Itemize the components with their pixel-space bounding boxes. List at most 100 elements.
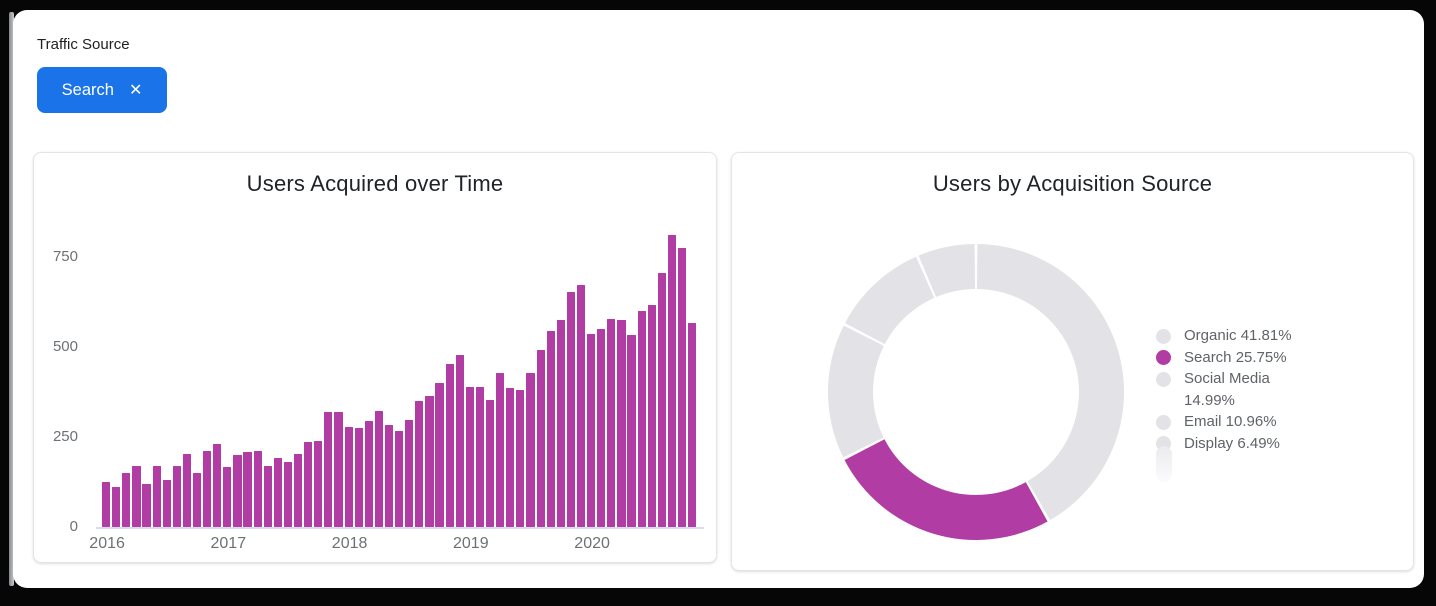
bar-month-0[interactable] xyxy=(102,481,111,527)
chip-remove-icon[interactable]: ✕ xyxy=(128,81,143,99)
bar-month-22[interactable] xyxy=(324,412,333,527)
bar-month-31[interactable] xyxy=(415,400,424,527)
bar-month-9[interactable] xyxy=(192,473,202,527)
bar-month-53[interactable] xyxy=(637,311,646,527)
donut-chart xyxy=(827,244,1125,541)
bar-month-7[interactable] xyxy=(172,465,181,527)
left-edge-scroll-strip xyxy=(9,12,14,586)
bar-month-45[interactable] xyxy=(556,319,565,527)
legend-item-search: Search 25.75% xyxy=(1156,347,1316,369)
legend-dot-icon xyxy=(1156,328,1171,344)
bar-month-47[interactable] xyxy=(576,285,586,527)
bar-month-55[interactable] xyxy=(657,272,666,527)
bar-month-6[interactable] xyxy=(162,479,171,527)
x-tick-label: 2016 xyxy=(89,535,125,552)
legend-item-label: Social Media 14.99% xyxy=(1184,370,1270,409)
bar-month-30[interactable] xyxy=(405,420,414,527)
y-tick-label: 750 xyxy=(52,248,78,265)
donut-slice-email[interactable] xyxy=(845,256,935,345)
bar-month-18[interactable] xyxy=(283,461,293,527)
y-tick-label: 500 xyxy=(52,338,78,355)
y-tick-label: 250 xyxy=(52,428,78,445)
bar-month-23[interactable] xyxy=(334,412,343,527)
bar-month-4[interactable] xyxy=(142,484,151,527)
x-tick-label: 2017 xyxy=(210,535,247,552)
bar-month-16[interactable] xyxy=(263,466,272,527)
bar-chart-plot xyxy=(102,232,702,527)
content-panel: Traffic Source Search ✕ Users Acquired o… xyxy=(13,10,1424,588)
bar-month-52[interactable] xyxy=(627,334,636,527)
bar-month-54[interactable] xyxy=(647,304,656,527)
bar-month-20[interactable] xyxy=(304,442,313,527)
bar-month-10[interactable] xyxy=(203,451,212,527)
legend-item-label: Organic 41.81% xyxy=(1184,327,1292,344)
bar-month-39[interactable] xyxy=(496,373,505,527)
bar-month-56[interactable] xyxy=(667,235,677,527)
x-tick-label: 2019 xyxy=(453,535,489,552)
bar-month-24[interactable] xyxy=(344,426,353,527)
bar-month-38[interactable] xyxy=(485,399,495,527)
donut-slice-social-media[interactable] xyxy=(827,325,884,458)
bar-month-42[interactable] xyxy=(526,373,535,527)
traffic-source-filter-chip[interactable]: Search ✕ xyxy=(37,67,167,113)
bar-month-19[interactable] xyxy=(294,453,303,527)
bar-month-41[interactable] xyxy=(516,389,525,527)
donut-slice-organic[interactable] xyxy=(976,244,1125,521)
bar-month-34[interactable] xyxy=(445,363,454,527)
donut-slice-search[interactable] xyxy=(844,439,1048,541)
bar-month-25[interactable] xyxy=(354,428,363,527)
bar-month-50[interactable] xyxy=(607,318,616,527)
legend-item-label: Display 6.49% xyxy=(1184,434,1280,452)
donut-chart-card: Users by Acquisition Source Organic 41.8… xyxy=(731,152,1414,571)
legend-item-label: Email 10.96% xyxy=(1184,413,1277,430)
bar-month-46[interactable] xyxy=(566,291,576,527)
bar-month-11[interactable] xyxy=(213,443,222,527)
bar-month-32[interactable] xyxy=(425,396,434,527)
donut-legend: Organic 41.81% Search 25.75% Social Media … xyxy=(1156,325,1316,454)
bar-month-58[interactable] xyxy=(688,322,697,527)
bar-chart-title: Users Acquired over Time xyxy=(246,171,504,196)
chip-label: Search xyxy=(61,80,114,99)
bar-month-29[interactable] xyxy=(395,430,404,527)
legend-item-social-media: Social Media 14.99% xyxy=(1156,368,1316,411)
donut-slice-display[interactable] xyxy=(918,244,976,298)
bar-month-37[interactable] xyxy=(475,386,485,527)
bar-month-44[interactable] xyxy=(546,331,555,527)
bar-month-12[interactable] xyxy=(223,466,232,527)
bar-month-27[interactable] xyxy=(374,411,384,527)
legend-dot-icon xyxy=(1156,350,1171,365)
bar-month-1[interactable] xyxy=(112,487,121,527)
legend-item-display: Display 6.49% xyxy=(1156,433,1316,455)
legend-overflow-indicator xyxy=(1156,446,1172,482)
bar-month-28[interactable] xyxy=(384,424,394,527)
legend-item-label: Search 25.75% xyxy=(1184,348,1287,366)
donut-chart-title: Users by Acquisition Source xyxy=(932,171,1213,196)
legend-dot-icon xyxy=(1156,371,1171,387)
x-tick-label: 2020 xyxy=(574,535,610,552)
bar-month-51[interactable] xyxy=(617,320,626,527)
bar-month-13[interactable] xyxy=(233,454,242,527)
x-tick-label: 2018 xyxy=(331,535,368,552)
bar-month-48[interactable] xyxy=(587,333,596,527)
legend-item-email: Email 10.96% xyxy=(1156,411,1316,433)
bar-month-21[interactable] xyxy=(314,440,323,527)
bar-month-2[interactable] xyxy=(122,473,131,527)
bar-month-36[interactable] xyxy=(465,386,474,527)
bar-month-3[interactable] xyxy=(132,465,141,527)
bar-month-8[interactable] xyxy=(182,453,192,527)
bar-month-26[interactable] xyxy=(364,420,373,527)
x-axis-line xyxy=(96,527,704,529)
bar-month-35[interactable] xyxy=(455,355,464,527)
bar-month-5[interactable] xyxy=(152,465,161,527)
bar-month-17[interactable] xyxy=(273,457,282,527)
filter-group-label: Traffic Source xyxy=(37,36,130,53)
bar-month-43[interactable] xyxy=(536,350,545,527)
bar-month-33[interactable] xyxy=(435,383,444,527)
bar-month-40[interactable] xyxy=(506,388,515,527)
bar-month-14[interactable] xyxy=(243,451,252,527)
bar-month-49[interactable] xyxy=(597,328,606,527)
bar-month-15[interactable] xyxy=(253,450,262,527)
bar-month-57[interactable] xyxy=(677,248,687,527)
y-tick-label: 0 xyxy=(69,518,78,535)
